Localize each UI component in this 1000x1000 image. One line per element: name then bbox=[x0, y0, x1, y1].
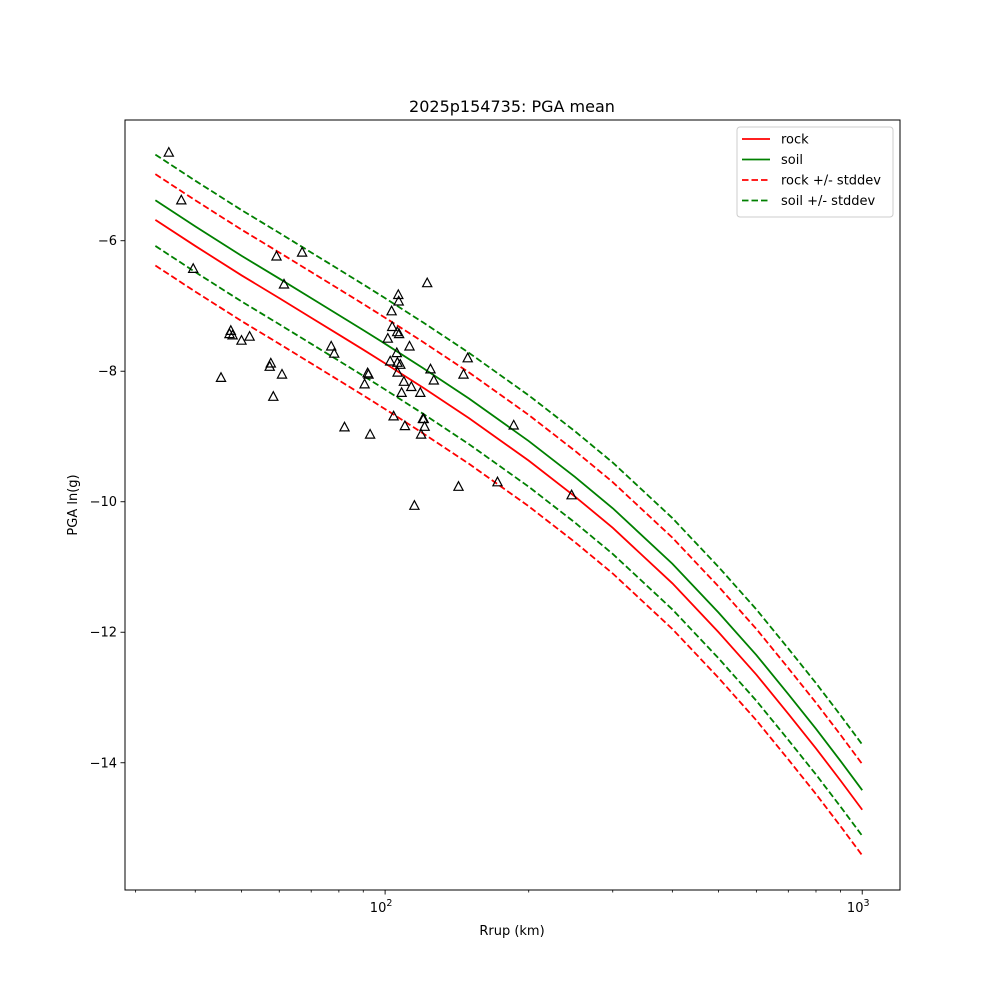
y-tick-label: −10 bbox=[90, 495, 117, 510]
series-line-5 bbox=[154, 153, 863, 746]
observation-point bbox=[408, 499, 421, 510]
observation-point bbox=[405, 380, 417, 392]
series-line-4 bbox=[154, 264, 863, 856]
observation-point bbox=[399, 419, 411, 431]
observation-point bbox=[415, 428, 427, 439]
observation-point bbox=[424, 363, 437, 374]
observation-point bbox=[428, 374, 440, 385]
observation-point bbox=[328, 347, 340, 358]
observation-point bbox=[270, 250, 283, 261]
legend-label: soil +/- stddev bbox=[781, 194, 876, 209]
legend-label: soil bbox=[781, 153, 803, 168]
series-line-3 bbox=[154, 173, 863, 765]
observation-point bbox=[361, 366, 374, 378]
observation-point bbox=[394, 358, 406, 369]
observation-point bbox=[414, 386, 426, 397]
observation-point bbox=[325, 340, 337, 351]
x-tick-label: 103 bbox=[847, 898, 870, 916]
y-tick-label: −14 bbox=[90, 756, 117, 771]
observation-point bbox=[462, 351, 474, 363]
observation-point bbox=[175, 194, 187, 205]
observation-point bbox=[382, 332, 394, 343]
x-axis-title: Rrup (km) bbox=[479, 924, 544, 939]
observation-point bbox=[386, 320, 398, 332]
observation-point bbox=[508, 419, 520, 430]
observation-point bbox=[391, 366, 404, 377]
observation-point bbox=[187, 262, 199, 273]
observation-point bbox=[387, 410, 400, 421]
observation-point bbox=[393, 327, 405, 339]
series-line-2 bbox=[154, 199, 863, 791]
observation-point bbox=[338, 421, 351, 432]
series-line-6 bbox=[154, 245, 863, 837]
observation-point bbox=[296, 246, 308, 257]
y-axis: −6 −8 −10 −12 −14 bbox=[90, 234, 125, 771]
chart-title: 2025p154735: PGA mean bbox=[409, 97, 615, 116]
plot-area bbox=[154, 146, 863, 856]
observation-point bbox=[265, 357, 277, 368]
observation-point bbox=[163, 146, 175, 157]
observation-point bbox=[267, 390, 279, 401]
observation-point bbox=[215, 371, 227, 382]
observation-point bbox=[235, 334, 248, 345]
y-tick-label: −12 bbox=[90, 626, 117, 641]
observation-point bbox=[358, 378, 371, 389]
observation-point bbox=[565, 488, 578, 500]
x-axis: 102 103 bbox=[135, 890, 870, 916]
y-tick-label: −8 bbox=[98, 365, 117, 380]
observation-point bbox=[362, 368, 375, 379]
observation-point bbox=[392, 288, 404, 300]
observation-point bbox=[452, 480, 465, 491]
observation-point bbox=[418, 420, 431, 431]
series-line-1 bbox=[154, 219, 863, 811]
observation-point bbox=[395, 386, 408, 397]
observation-point bbox=[421, 276, 433, 288]
observation-point bbox=[276, 368, 288, 379]
x-tick-label: 102 bbox=[370, 898, 393, 916]
observation-point bbox=[491, 475, 504, 487]
observation-point bbox=[391, 325, 403, 337]
observation-point bbox=[385, 304, 398, 316]
y-tick-label: −6 bbox=[98, 234, 117, 249]
observation-point bbox=[403, 340, 416, 351]
plot-frame bbox=[124, 119, 901, 891]
observation-point bbox=[398, 375, 410, 386]
legend-label: rock bbox=[781, 133, 809, 148]
observation-point bbox=[243, 330, 256, 341]
legend: rock soil rock +/- stddev soil +/- stddev bbox=[736, 126, 894, 218]
observation-point bbox=[391, 346, 403, 358]
legend-label: rock +/- stddev bbox=[781, 174, 881, 189]
observation-point bbox=[457, 368, 470, 379]
legend-box bbox=[736, 126, 894, 218]
observation-point bbox=[226, 329, 239, 340]
observation-point bbox=[393, 295, 405, 306]
y-axis-title: PGA ln(g) bbox=[66, 474, 81, 535]
observation-point bbox=[278, 278, 290, 289]
observation-point bbox=[364, 428, 376, 439]
observation-point bbox=[384, 355, 396, 366]
